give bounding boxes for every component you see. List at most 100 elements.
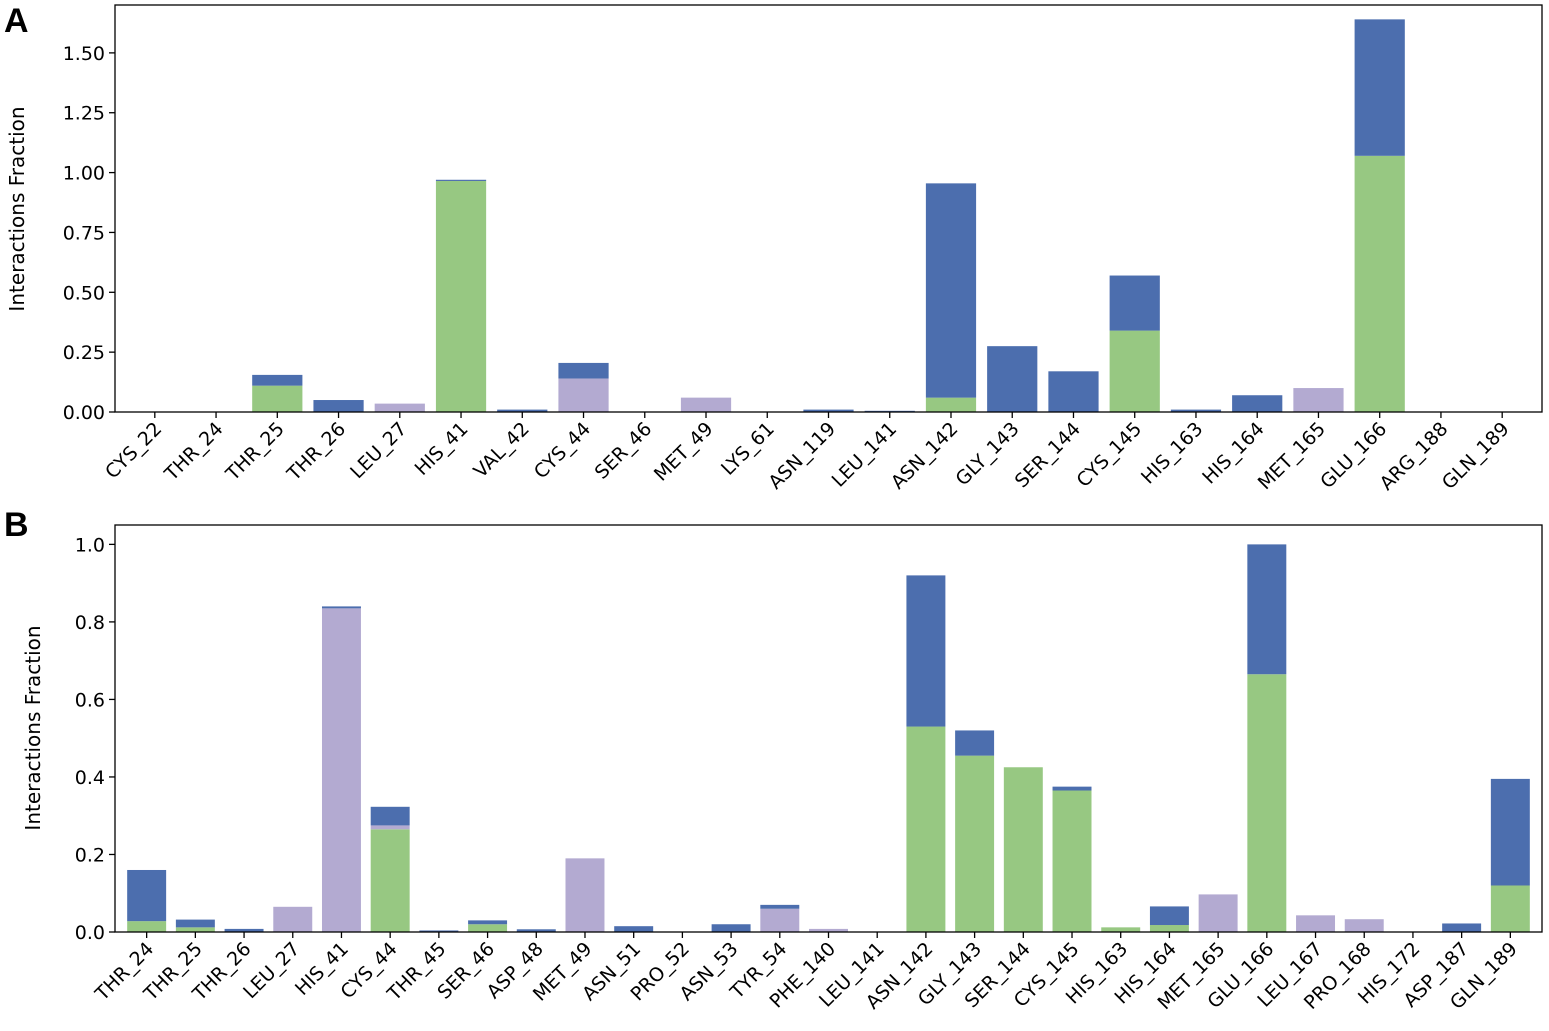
- y-tick-label-a: 1.50: [63, 43, 105, 65]
- bar-asn-142-seg2: [925, 183, 977, 398]
- bars-a: [252, 19, 1405, 412]
- y-axis-label-a: Interactions Fraction: [5, 106, 29, 311]
- bar-phe-140-seg1: [809, 928, 848, 932]
- bar-ser-144-seg0: [1003, 767, 1043, 932]
- x-tick-label-a: CYS_44: [530, 418, 595, 483]
- bar-his-164-seg2: [1232, 395, 1283, 412]
- bar-his-164-seg2: [1149, 906, 1189, 926]
- bar-met-165-seg1: [1198, 894, 1238, 932]
- bar-cys-44-seg0: [370, 829, 410, 932]
- bar-leu-167-seg1: [1296, 915, 1336, 932]
- plot-frame-a: [114, 4, 1543, 413]
- bar-ser-46-seg0: [468, 924, 508, 932]
- x-tick-label-a: CYS_22: [101, 418, 166, 483]
- bar-met-49-seg1: [565, 858, 605, 932]
- x-tick-label-a: GLN_189: [1438, 418, 1514, 494]
- bar-thr-24-seg2: [127, 869, 167, 922]
- x-tick-label-a: ASN_119: [764, 418, 840, 494]
- bar-his-163-seg2: [1170, 409, 1222, 412]
- bar-thr-24-seg0: [127, 921, 167, 932]
- bar-his-41-seg2: [435, 179, 487, 181]
- x-tick-label-a: MET_165: [1254, 418, 1330, 494]
- bar-cys-44-seg2: [370, 806, 410, 826]
- bar-val-42-seg2: [497, 409, 548, 412]
- bar-gly-143-seg2: [987, 346, 1038, 412]
- bar-met-165-seg1: [1293, 388, 1344, 412]
- bar-cys-44-seg1: [558, 378, 609, 412]
- x-tick-label-a: THR_26: [282, 418, 350, 486]
- bar-asn-142-seg2: [906, 575, 946, 727]
- x-tick-label-a: SER_46: [591, 418, 657, 484]
- x-tick-label-a: THR_24: [160, 418, 228, 486]
- bar-his-41-seg2: [321, 606, 361, 609]
- bar-thr-25-seg0: [175, 927, 215, 932]
- y-tick-label-b: 0.4: [75, 767, 105, 789]
- y-tick-label-a: 1.25: [63, 103, 105, 125]
- bar-asp-48-seg2: [516, 929, 556, 932]
- bar-asn-119-seg2: [803, 409, 854, 412]
- bar-leu-27-seg1: [374, 403, 425, 412]
- bar-cys-145-seg2: [1052, 786, 1092, 791]
- bar-gln-189-seg2: [1490, 778, 1530, 886]
- bar-thr-25-seg2: [175, 919, 215, 928]
- bar-thr-26-seg2: [224, 928, 264, 932]
- bar-cys-44-seg2: [558, 362, 609, 379]
- x-tick-label-a: SER_144: [1011, 418, 1085, 492]
- bar-cys-145-seg0: [1109, 330, 1160, 412]
- x-tick-label-a: LEU_27: [346, 418, 411, 483]
- bar-thr-25-seg0: [252, 385, 303, 412]
- x-ticks-b: THR_24THR_25THR_26LEU_27HIS_41CYS_44THR_…: [90, 932, 1522, 1014]
- bar-gly-143-seg0: [955, 755, 995, 932]
- y-tick-label-a: 0.75: [63, 222, 105, 244]
- x-tick-label-a: MET_49: [650, 418, 718, 486]
- y-ticks-b: 0.0 0.2 0.4 0.6 0.8 1.0: [75, 534, 115, 944]
- bar-glu-166-seg2: [1247, 544, 1287, 675]
- x-tick-label-a: THR_25: [221, 418, 289, 486]
- y-tick-label-b: 0.6: [75, 689, 105, 711]
- bar-ser-144-seg2: [1048, 371, 1099, 412]
- y-tick-label-b: 0.0: [75, 922, 105, 944]
- y-tick-label-a: 0.00: [63, 402, 105, 424]
- y-ticks-a: 0.00 0.25 0.50 0.75 1.00 1.25 1.50: [63, 43, 115, 424]
- bars-b: [127, 544, 1530, 932]
- x-tick-label-a: HIS_41: [411, 418, 473, 480]
- y-tick-label-b: 0.2: [75, 844, 105, 866]
- panel-b: B Interactions Fraction 0.0 0.2 0.4 0.6 0.8 1…: [4, 506, 1543, 1014]
- x-tick-label-a: ASN_142: [887, 418, 963, 494]
- y-tick-label-b: 1.0: [75, 534, 105, 556]
- x-tick-label-a: VAL_42: [469, 418, 533, 482]
- bar-thr-26-seg2: [313, 400, 364, 412]
- bar-asp-187-seg2: [1442, 923, 1482, 932]
- bar-asn-53-seg2: [711, 924, 751, 932]
- bar-cys-44-seg1: [370, 825, 410, 830]
- y-tick-label-a: 1.00: [63, 163, 105, 185]
- bar-his-164-seg0: [1149, 925, 1189, 932]
- bar-thr-45-seg2: [419, 930, 459, 932]
- plot-frame-b: [114, 524, 1543, 933]
- bar-cys-145-seg0: [1052, 790, 1092, 932]
- y-tick-label-b: 0.8: [75, 612, 105, 634]
- panel-letter-a: A: [4, 2, 29, 40]
- bar-glu-166-seg2: [1354, 19, 1405, 156]
- panel-letter-b: B: [4, 506, 29, 544]
- y-tick-label-a: 0.50: [63, 282, 105, 304]
- bar-ser-46-seg2: [468, 920, 508, 925]
- bar-glu-166-seg0: [1247, 674, 1287, 932]
- bar-his-41-seg1: [321, 608, 361, 932]
- bar-cys-145-seg2: [1109, 275, 1160, 331]
- y-tick-label-a: 0.25: [63, 342, 105, 364]
- bar-asn-142-seg0: [906, 726, 946, 932]
- bar-his-41-seg0: [435, 180, 487, 412]
- bar-glu-166-seg0: [1354, 155, 1405, 412]
- x-tick-label-a: CYS_145: [1072, 418, 1146, 492]
- bar-gly-143-seg2: [955, 730, 995, 756]
- panel-a: A Interactions Fraction 0.00 0.25 0.50 0.75…: [4, 2, 1543, 495]
- bar-tyr-54-seg2: [760, 904, 800, 909]
- bar-tyr-54-seg1: [760, 908, 800, 932]
- bar-met-49-seg1: [680, 397, 732, 412]
- y-axis-label-b: Interactions Fraction: [21, 625, 45, 830]
- bar-asn-51-seg2: [614, 926, 654, 932]
- bar-asn-142-seg0: [925, 397, 977, 412]
- bar-his-163-seg0: [1101, 927, 1141, 932]
